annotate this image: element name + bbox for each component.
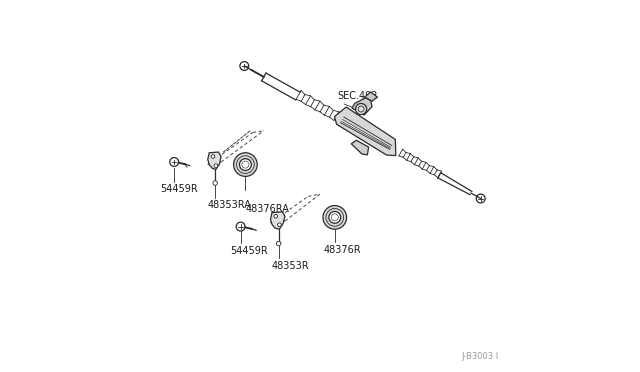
Polygon shape — [365, 92, 378, 101]
Circle shape — [213, 181, 218, 185]
Circle shape — [356, 103, 367, 115]
Polygon shape — [352, 98, 372, 115]
Circle shape — [276, 241, 281, 246]
Text: J-B3003 I: J-B3003 I — [462, 352, 499, 361]
Text: 54459R: 54459R — [161, 184, 198, 194]
Text: 54459R: 54459R — [230, 246, 268, 256]
Circle shape — [234, 153, 257, 176]
Polygon shape — [271, 212, 285, 229]
Circle shape — [329, 211, 340, 223]
Circle shape — [278, 223, 281, 227]
Text: 48353R: 48353R — [271, 260, 309, 270]
Text: 48376RA: 48376RA — [245, 204, 289, 214]
Polygon shape — [351, 140, 369, 155]
Circle shape — [323, 206, 347, 229]
Circle shape — [211, 155, 215, 158]
Polygon shape — [335, 107, 396, 155]
Circle shape — [274, 214, 278, 218]
Circle shape — [214, 164, 218, 167]
Text: SEC.492: SEC.492 — [338, 91, 378, 101]
Polygon shape — [262, 73, 300, 100]
Circle shape — [239, 159, 252, 170]
Polygon shape — [208, 152, 221, 169]
Text: 48353RA: 48353RA — [207, 200, 252, 210]
Text: 48376R: 48376R — [324, 245, 362, 255]
